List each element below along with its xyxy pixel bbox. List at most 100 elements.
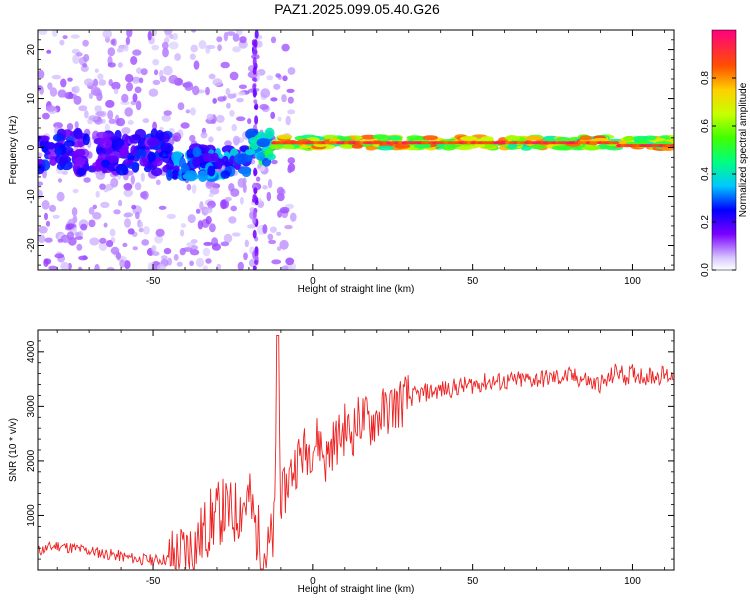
heatmap-speckle [285,257,295,266]
heatmap-speckle [177,102,185,111]
heatmap-speckle [110,246,120,255]
heatmap-speckle [163,65,173,76]
spectrogram-x-tick-label: -50 [146,276,161,287]
heatmap-speckle [56,191,65,202]
heatmap-blob [256,138,270,148]
heatmap-speckle [243,252,248,261]
heatmap-speckle [130,56,138,65]
heatmap-speckle [78,105,88,112]
heatmap-blob [184,170,198,182]
heatmap-speckle [286,88,295,93]
heatmap-blob [264,127,275,139]
heatmap-speckle [247,118,252,125]
heatmap-speckle [62,35,68,40]
heatmap-core [612,141,620,145]
heatmap-streak-blob [252,194,257,200]
heatmap-speckle [88,92,93,100]
heatmap-speckle [197,220,204,230]
heatmap-speckle [162,47,169,58]
heatmap-speckle [66,231,74,241]
spectrogram-x-tick-label: 0 [310,276,316,287]
heatmap-blob [406,135,423,141]
heatmap-blob [372,134,389,140]
heatmap-speckle [74,121,79,129]
heatmap-speckle [139,221,144,228]
heatmap-speckle [123,212,132,218]
heatmap-speckle [281,43,290,52]
heatmap-speckle [136,67,143,74]
heatmap-speckle [61,170,68,175]
snr-x-tick-label: 0 [310,576,316,587]
heatmap-blob [583,145,601,151]
heatmap-speckle [180,229,185,237]
heatmap-speckle [276,186,285,195]
spectrogram-frame [37,29,675,271]
heatmap-blob [192,156,201,168]
heatmap-speckle [148,88,159,97]
heatmap-speckle [161,114,171,122]
heatmap-streak-blob [252,56,257,67]
heatmap-speckle [130,175,135,185]
spectrogram-x-tick-label: 100 [624,276,641,287]
heatmap-speckle [105,99,115,108]
heatmap-blob [229,155,236,165]
heatmap-speckle [208,73,216,80]
snr-y-tick-label: 2000 [26,449,37,472]
heatmap-blob [460,136,478,141]
heatmap-speckle [46,49,52,54]
heatmap-speckle [187,214,196,224]
heatmap-speckle [84,110,89,119]
heatmap-speckle [195,257,205,268]
heatmap-blob [127,159,134,166]
heatmap-blob [45,142,56,150]
heatmap-speckle [57,89,67,98]
heatmap-speckle [110,177,119,188]
heatmap-speckle [270,97,278,102]
heatmap-speckle [109,228,116,237]
heatmap-streak-blob [252,265,257,270]
heatmap-speckle [126,82,133,92]
heatmap-speckle [94,105,102,113]
heatmap-speckle [284,224,293,230]
heatmap-streak-blob [252,77,256,82]
heatmap-blob [166,169,173,181]
heatmap-speckle [76,243,83,251]
spectrogram-y-axis-label: Frequency (Hz) [8,116,19,185]
heatmap-speckle [279,239,289,250]
heatmap-speckle [92,212,102,220]
heatmap-speckle [140,172,145,182]
heatmap-speckle [67,77,73,82]
heatmap-speckle [229,109,235,117]
heatmap-speckle [231,123,237,132]
heatmap-speckle [132,49,142,56]
heatmap-speckle [206,113,214,121]
heatmap-blob [215,158,223,170]
heatmap-speckle [107,62,116,68]
heatmap-speckle [119,259,126,268]
heatmap-blob [49,156,57,166]
heatmap-blob [131,134,141,141]
spectrogram-x-tick-label: 50 [467,276,479,287]
heatmap-speckle [65,223,75,230]
heatmap-speckle [118,47,125,53]
snr-y-tick-label: 3000 [26,395,37,418]
heatmap-blob [39,135,50,142]
heatmap-speckle [180,122,190,129]
heatmap-blob [245,149,256,156]
heatmap-speckle [217,44,222,52]
heatmap-blob [221,155,229,166]
heatmap-speckle [121,93,129,103]
heatmap-speckle [107,47,116,57]
heatmap-speckle [266,75,274,81]
heatmap-speckle [226,102,231,109]
spectrogram-panel: -50 0 50 100 -20 -10 0 10 20 Height of straight … [8,29,675,295]
heatmap-blob [99,137,113,149]
heatmap-speckle [239,36,247,44]
heatmap-speckle [229,71,239,81]
heatmap-speckle [147,30,152,41]
heatmap-blob [207,165,216,177]
heatmap-speckle [227,93,236,99]
heatmap-speckle [57,178,63,183]
heatmap-speckle [200,132,208,139]
heatmap-speckle [64,92,74,100]
